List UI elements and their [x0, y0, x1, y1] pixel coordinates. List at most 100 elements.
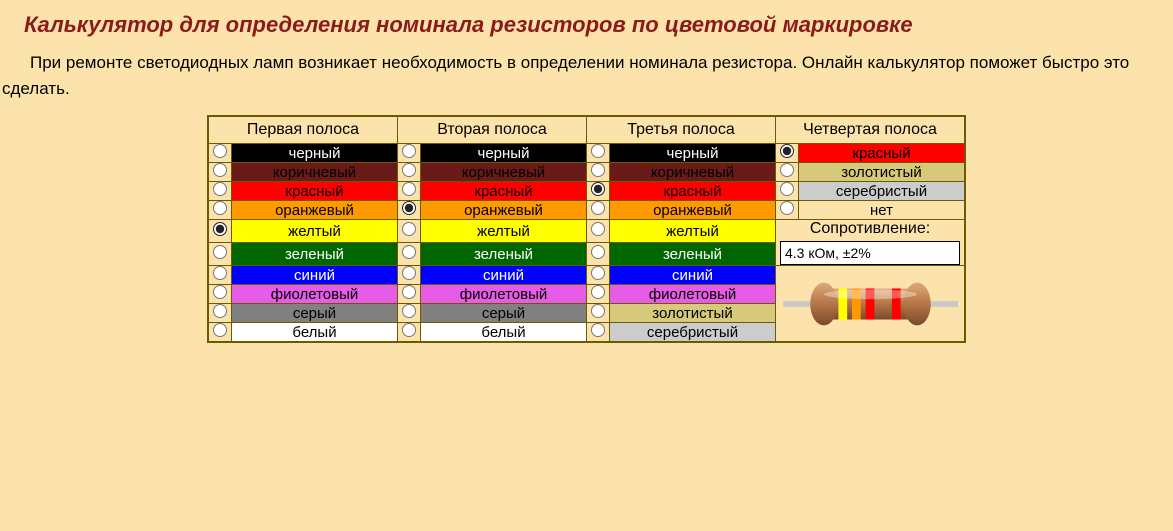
band3-radio-green[interactable]	[587, 243, 610, 266]
band3-radio-violet[interactable]	[587, 285, 610, 304]
band2-radio-grey[interactable]	[398, 304, 421, 323]
band1-swatch-white[interactable]: белый	[232, 323, 398, 343]
band2-radio-input-orange[interactable]	[402, 201, 416, 215]
band1-radio-orange[interactable]	[208, 201, 232, 220]
band2-radio-input-red[interactable]	[402, 182, 416, 196]
band2-radio-black[interactable]	[398, 144, 421, 163]
band3-swatch-blue[interactable]: синий	[610, 266, 776, 285]
band3-radio-input-blue[interactable]	[591, 266, 605, 280]
band3-radio-blue[interactable]	[587, 266, 610, 285]
band4-radio-red[interactable]	[776, 144, 799, 163]
band1-radio-input-violet[interactable]	[213, 285, 227, 299]
band1-radio-input-white[interactable]	[213, 323, 227, 337]
band4-radio-gold[interactable]	[776, 163, 799, 182]
band4-radio-none[interactable]	[776, 201, 799, 220]
band2-swatch-orange[interactable]: оранжевый	[421, 201, 587, 220]
band1-swatch-green[interactable]: зеленый	[232, 243, 398, 266]
band3-swatch-violet[interactable]: фиолетовый	[610, 285, 776, 304]
band1-swatch-black[interactable]: черный	[232, 144, 398, 163]
band3-swatch-red[interactable]: красный	[610, 182, 776, 201]
band1-swatch-blue[interactable]: синий	[232, 266, 398, 285]
band2-radio-input-violet[interactable]	[402, 285, 416, 299]
band1-radio-input-black[interactable]	[213, 144, 227, 158]
band1-radio-violet[interactable]	[208, 285, 232, 304]
band2-radio-input-black[interactable]	[402, 144, 416, 158]
band4-radio-silver[interactable]	[776, 182, 799, 201]
band2-radio-yellow[interactable]	[398, 220, 421, 243]
band3-radio-input-yellow[interactable]	[591, 222, 605, 236]
band1-swatch-red[interactable]: красный	[232, 182, 398, 201]
band1-radio-yellow[interactable]	[208, 220, 232, 243]
band1-radio-white[interactable]	[208, 323, 232, 343]
band2-swatch-white[interactable]: белый	[421, 323, 587, 343]
band4-swatch-silver[interactable]: серебристый	[799, 182, 966, 201]
band1-swatch-orange[interactable]: оранжевый	[232, 201, 398, 220]
band2-swatch-green[interactable]: зеленый	[421, 243, 587, 266]
band4-radio-input-red[interactable]	[780, 144, 794, 158]
band1-swatch-yellow[interactable]: желтый	[232, 220, 398, 243]
band3-swatch-orange[interactable]: оранжевый	[610, 201, 776, 220]
band3-radio-yellow[interactable]	[587, 220, 610, 243]
band1-radio-brown[interactable]	[208, 163, 232, 182]
band2-swatch-grey[interactable]: серый	[421, 304, 587, 323]
band1-radio-green[interactable]	[208, 243, 232, 266]
band1-radio-input-grey[interactable]	[213, 304, 227, 318]
band1-radio-input-blue[interactable]	[213, 266, 227, 280]
band1-radio-red[interactable]	[208, 182, 232, 201]
band2-swatch-brown[interactable]: коричневый	[421, 163, 587, 182]
band3-swatch-gold[interactable]: золотистый	[610, 304, 776, 323]
band2-swatch-violet[interactable]: фиолетовый	[421, 285, 587, 304]
band2-swatch-yellow[interactable]: желтый	[421, 220, 587, 243]
band2-radio-orange[interactable]	[398, 201, 421, 220]
band1-radio-input-orange[interactable]	[213, 201, 227, 215]
band3-swatch-silver[interactable]: серебристый	[610, 323, 776, 343]
band4-radio-input-gold[interactable]	[780, 163, 794, 177]
band3-radio-gold[interactable]	[587, 304, 610, 323]
band2-radio-input-brown[interactable]	[402, 163, 416, 177]
band3-radio-orange[interactable]	[587, 201, 610, 220]
band3-swatch-brown[interactable]: коричневый	[610, 163, 776, 182]
band2-radio-red[interactable]	[398, 182, 421, 201]
band3-radio-silver[interactable]	[587, 323, 610, 343]
band1-radio-input-brown[interactable]	[213, 163, 227, 177]
band3-radio-black[interactable]	[587, 144, 610, 163]
band3-radio-input-violet[interactable]	[591, 285, 605, 299]
band1-swatch-violet[interactable]: фиолетовый	[232, 285, 398, 304]
band3-radio-input-silver[interactable]	[591, 323, 605, 337]
band2-radio-input-white[interactable]	[402, 323, 416, 337]
band3-radio-input-orange[interactable]	[591, 201, 605, 215]
band3-swatch-yellow[interactable]: желтый	[610, 220, 776, 243]
band3-radio-input-brown[interactable]	[591, 163, 605, 177]
band4-swatch-gold[interactable]: золотистый	[799, 163, 966, 182]
band2-radio-blue[interactable]	[398, 266, 421, 285]
band3-radio-input-red[interactable]	[591, 182, 605, 196]
band2-swatch-red[interactable]: красный	[421, 182, 587, 201]
band3-swatch-black[interactable]: черный	[610, 144, 776, 163]
band1-radio-grey[interactable]	[208, 304, 232, 323]
band4-swatch-none[interactable]: нет	[799, 201, 966, 220]
band3-radio-input-gold[interactable]	[591, 304, 605, 318]
band1-radio-input-red[interactable]	[213, 182, 227, 196]
band4-radio-input-none[interactable]	[780, 201, 794, 215]
band1-radio-input-yellow[interactable]	[213, 222, 227, 236]
band2-radio-green[interactable]	[398, 243, 421, 266]
band1-radio-input-green[interactable]	[213, 245, 227, 259]
band3-radio-red[interactable]	[587, 182, 610, 201]
band1-radio-black[interactable]	[208, 144, 232, 163]
band2-radio-input-green[interactable]	[402, 245, 416, 259]
band2-radio-brown[interactable]	[398, 163, 421, 182]
band4-radio-input-silver[interactable]	[780, 182, 794, 196]
band3-radio-input-black[interactable]	[591, 144, 605, 158]
band3-radio-brown[interactable]	[587, 163, 610, 182]
band1-swatch-brown[interactable]: коричневый	[232, 163, 398, 182]
band1-swatch-grey[interactable]: серый	[232, 304, 398, 323]
band2-radio-input-blue[interactable]	[402, 266, 416, 280]
band2-radio-input-yellow[interactable]	[402, 222, 416, 236]
band2-radio-violet[interactable]	[398, 285, 421, 304]
band4-swatch-red[interactable]: красный	[799, 144, 966, 163]
band2-swatch-blue[interactable]: синий	[421, 266, 587, 285]
band3-swatch-green[interactable]: зеленый	[610, 243, 776, 266]
band1-radio-blue[interactable]	[208, 266, 232, 285]
band2-radio-white[interactable]	[398, 323, 421, 343]
band2-radio-input-grey[interactable]	[402, 304, 416, 318]
